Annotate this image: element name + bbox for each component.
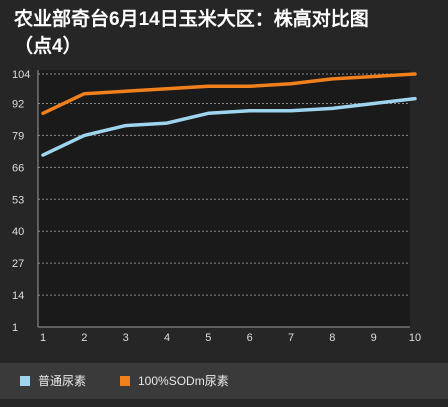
x-tick-label: 4 xyxy=(164,332,170,344)
y-tick-label: 40 xyxy=(12,226,24,238)
x-tick-label: 2 xyxy=(81,332,87,344)
x-tick-label: 3 xyxy=(123,332,129,344)
y-tick-label: 92 xyxy=(12,98,24,110)
y-tick-label: 27 xyxy=(12,258,24,270)
chart-title-line-1: 农业部奇台6月14日玉米大区：株高对比图 xyxy=(14,9,369,30)
x-tick-label: 5 xyxy=(205,332,211,344)
legend-label-series-1: 普通尿素 xyxy=(38,374,87,388)
y-tick-label: 53 xyxy=(12,194,24,206)
legend-item-series-2: 100%SODm尿素 xyxy=(120,374,229,388)
x-axis-tick-labels: 1 2 3 4 5 6 7 8 9 10 xyxy=(40,332,421,344)
legend-label-series-2: 100%SODm尿素 xyxy=(138,374,229,388)
y-tick-label: 79 xyxy=(12,130,24,142)
line-chart: 1 14 27 40 53 66 79 92 104 1 2 3 4 5 6 7 8 9 10 xyxy=(12,69,421,344)
y-tick-label: 66 xyxy=(12,162,24,174)
legend: 普通尿素 100%SODm尿素 xyxy=(0,363,448,399)
x-tick-label: 9 xyxy=(371,332,377,344)
legend-swatch-series-2 xyxy=(120,376,130,386)
chart-title: 农业部奇台6月14日玉米大区：株高对比图 （点4） xyxy=(14,6,444,60)
plot-area xyxy=(38,70,410,327)
gridlines xyxy=(38,73,410,296)
series-line-2 xyxy=(41,72,417,116)
y-tick-label: 1 xyxy=(12,322,18,334)
y-axis-tick-labels: 1 14 27 40 53 66 79 92 104 xyxy=(12,69,30,334)
x-tick-label: 8 xyxy=(329,332,335,344)
series-lines xyxy=(41,72,417,157)
legend-swatch-series-1 xyxy=(20,376,30,386)
x-tick-label: 10 xyxy=(409,332,421,344)
x-tick-label: 1 xyxy=(40,332,46,344)
x-tick-label: 7 xyxy=(288,332,294,344)
series-line-1 xyxy=(41,96,417,157)
legend-item-series-1: 普通尿素 xyxy=(20,374,86,388)
chart-title-line-2: （点4） xyxy=(14,36,82,57)
x-tick-label: 6 xyxy=(247,332,253,344)
y-tick-label: 104 xyxy=(12,69,30,81)
y-tick-label: 14 xyxy=(12,290,24,302)
